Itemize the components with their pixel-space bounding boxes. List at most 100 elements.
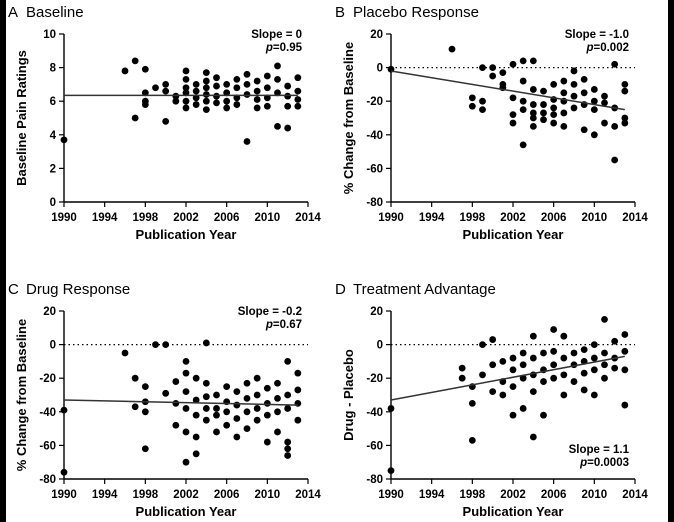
data-point <box>509 383 517 390</box>
data-point <box>182 104 190 112</box>
data-point <box>580 346 588 354</box>
panel-title: Drug Response <box>26 281 130 298</box>
data-point <box>509 119 517 127</box>
data-point <box>213 82 220 90</box>
data-point <box>182 84 190 92</box>
data-point <box>284 391 292 399</box>
data-point <box>192 411 200 419</box>
panel-c: C Drug Response -80 -60 -40 -20 0 20 1990 1994 199… <box>8 281 321 519</box>
data-point <box>529 433 537 441</box>
data-point <box>253 87 261 95</box>
data-point <box>243 91 251 98</box>
data-point <box>141 445 149 453</box>
y-tick-label: -40 <box>39 407 56 419</box>
data-point <box>233 101 241 108</box>
data-point <box>274 394 281 402</box>
data-point <box>202 77 210 85</box>
data-point <box>223 89 231 97</box>
data-point <box>284 92 292 100</box>
data-point <box>529 354 537 362</box>
x-tick-label: 1998 <box>460 212 486 224</box>
data-point <box>213 74 220 82</box>
data-point <box>590 131 598 139</box>
data-point <box>621 401 629 409</box>
data-point <box>192 101 200 108</box>
data-point <box>611 60 619 68</box>
data-point <box>550 347 558 355</box>
x-tick-label: 2014 <box>622 212 648 224</box>
p-value-annotation: p=0.0003 <box>579 457 629 469</box>
data-point <box>560 332 568 340</box>
data-point <box>621 331 629 338</box>
data-point <box>479 97 486 105</box>
y-tick-label: -40 <box>366 407 383 419</box>
p-value-text: =0.002 <box>594 42 630 54</box>
slope-annotation: Slope = 1.1 <box>569 444 630 456</box>
p-symbol: p <box>585 42 593 54</box>
data-point <box>213 411 220 419</box>
data-point <box>468 436 476 444</box>
data-point <box>570 67 578 75</box>
x-tick-label: 2010 <box>582 212 608 224</box>
data-point <box>580 75 588 83</box>
data-point <box>590 341 598 348</box>
data-point <box>223 81 231 88</box>
panel-title: Placebo Response <box>353 4 479 21</box>
data-point <box>233 84 241 92</box>
x-tick-label: 2002 <box>173 212 199 224</box>
data-point <box>274 62 281 70</box>
data-point <box>519 349 527 357</box>
data-point <box>540 87 547 95</box>
p-symbol: p <box>579 457 587 469</box>
data-point <box>202 69 210 77</box>
y-tick-label: -20 <box>366 373 383 385</box>
data-point <box>121 349 129 357</box>
data-point <box>131 57 139 65</box>
data-point <box>519 405 527 412</box>
data-point <box>468 94 476 102</box>
data-point <box>499 391 507 399</box>
data-point <box>560 77 568 85</box>
data-point <box>172 400 180 407</box>
data-point <box>162 117 170 125</box>
data-point <box>621 119 629 127</box>
y-tick-label: 4 <box>50 130 57 142</box>
y-tick-label: 10 <box>43 29 56 41</box>
data-point <box>274 408 281 416</box>
data-point <box>509 411 517 419</box>
data-point <box>550 119 558 127</box>
data-point <box>263 84 271 92</box>
data-point <box>213 428 220 436</box>
data-point <box>611 156 619 164</box>
data-point <box>233 94 241 102</box>
data-point <box>202 393 210 401</box>
data-point <box>550 111 558 119</box>
trend-line <box>63 399 298 406</box>
data-point <box>202 416 210 424</box>
data-point <box>601 92 608 100</box>
x-tick-label: 2006 <box>541 489 567 501</box>
p-value-text: =0.67 <box>273 319 302 331</box>
data-point <box>387 467 395 474</box>
data-point <box>570 104 578 112</box>
y-tick-label: 0 <box>50 340 56 352</box>
data-point <box>274 379 281 387</box>
y-tick-label: -80 <box>39 474 56 486</box>
data-point <box>550 361 558 369</box>
data-point <box>233 415 241 422</box>
data-point <box>489 72 497 80</box>
data-point <box>131 403 139 411</box>
x-tick-label: 2014 <box>622 489 648 501</box>
data-point <box>263 72 271 80</box>
x-tick-label: 1990 <box>51 212 77 224</box>
data-point <box>223 383 231 390</box>
data-point <box>253 77 261 85</box>
y-tick-label: -60 <box>39 440 56 452</box>
data-point <box>152 341 159 348</box>
data-point <box>284 358 292 365</box>
x-axis-title: Publication Year <box>136 227 237 242</box>
y-tick-label: 0 <box>50 197 56 209</box>
data-point <box>458 374 466 382</box>
slope-annotation: Slope = -1.0 <box>565 29 629 41</box>
data-point <box>284 124 292 132</box>
